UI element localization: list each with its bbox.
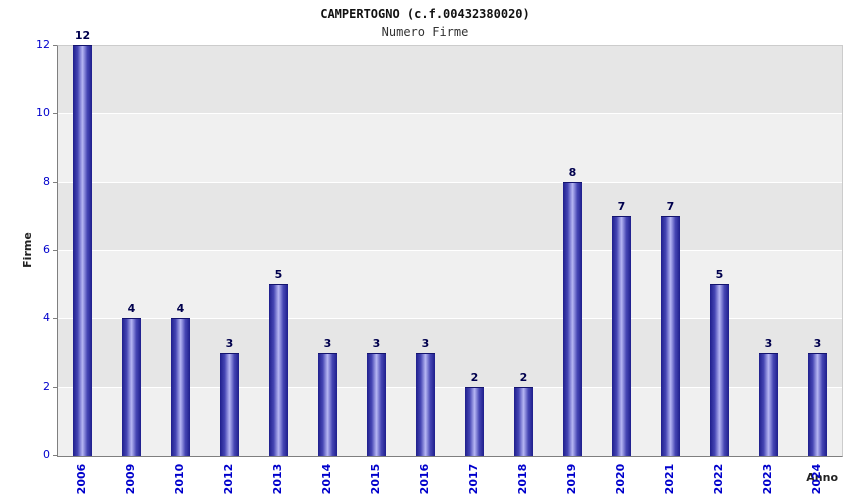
bar: [808, 352, 827, 456]
bar-value-label: 4: [176, 302, 185, 316]
bar: [465, 386, 484, 456]
x-axis-label: Anno: [806, 471, 838, 484]
plot-band: [58, 182, 842, 251]
plot-band: [58, 46, 842, 115]
y-tick-mark: [53, 250, 57, 251]
chart-subtitle: Numero Firme: [381, 25, 469, 39]
y-tick-mark: [53, 455, 57, 456]
bar: [563, 181, 582, 456]
gridline: [58, 181, 842, 183]
y-tick-label: 8: [43, 174, 50, 188]
bar: [318, 352, 337, 456]
bar-value-label: 3: [323, 336, 332, 350]
x-tick-label: 2010: [172, 463, 186, 495]
y-tick-label: 4: [43, 311, 50, 325]
x-tick-label: 2023: [760, 463, 774, 495]
bar-value-label: 3: [225, 336, 234, 350]
x-tick-label: 2006: [74, 463, 88, 495]
y-tick-mark: [53, 386, 57, 388]
plot-area: 12 4 4 3 5 3 3 3 2 2 8 7 7 5 3 3: [57, 29, 843, 457]
y-tick-mark: [53, 318, 57, 320]
bar: [759, 352, 778, 456]
bar-value-label: 7: [666, 199, 675, 213]
x-tick-label: 2020: [613, 463, 627, 495]
bar-value-label: 3: [372, 336, 381, 350]
bar: [367, 352, 386, 456]
bar-value-label: 2: [470, 370, 479, 384]
bar-value-label: 3: [813, 336, 822, 350]
bar: [661, 215, 680, 456]
y-tick-mark: [53, 181, 57, 183]
x-tick-label: 2021: [662, 463, 676, 495]
bar-value-label: 7: [617, 199, 626, 213]
x-tick-label: 2016: [417, 463, 431, 495]
bar: [171, 318, 190, 456]
y-tick-label: 10: [36, 106, 50, 120]
bar: [73, 45, 92, 456]
y-tick-label: 6: [43, 243, 50, 256]
x-tick-label: 2022: [711, 463, 725, 495]
gridline: [58, 318, 842, 320]
bar-value-label: 3: [421, 336, 430, 350]
x-tick-label: 2012: [221, 463, 235, 495]
bar-value-label: 3: [764, 336, 773, 350]
bar-value-label: 2: [519, 370, 528, 384]
bar-value-label: 4: [127, 302, 136, 316]
y-tick-label: 12: [36, 38, 50, 51]
y-tick-label: 0: [43, 448, 50, 461]
x-tick-label: 2017: [466, 463, 480, 495]
bar: [416, 352, 435, 456]
x-tick-label: 2015: [368, 463, 382, 495]
bar-value-label: 12: [74, 29, 91, 42]
bar-value-label: 5: [274, 268, 283, 282]
x-tick-label: 2013: [270, 463, 284, 495]
bar: [612, 215, 631, 456]
x-tick-label: 2009: [123, 463, 137, 495]
chart-title: CAMPERTOGNO (c.f.00432380020): [320, 7, 530, 21]
bar-value-label: 5: [715, 268, 724, 282]
gridline: [58, 386, 842, 388]
x-tick-label: 2014: [319, 463, 333, 495]
plot-band: [58, 114, 842, 183]
bar-value-label: 8: [568, 165, 577, 179]
bar: [269, 284, 288, 456]
gridline: [58, 113, 842, 115]
y-tick-label: 2: [43, 379, 50, 393]
bar: [514, 386, 533, 456]
x-tick-label: 2019: [564, 463, 578, 495]
x-tick-label: 2018: [515, 463, 529, 495]
y-tick-mark: [53, 113, 57, 115]
bar: [122, 318, 141, 456]
gridline: [58, 250, 842, 251]
x-tick-label: 2024: [809, 463, 823, 495]
y-tick-mark: [53, 45, 57, 46]
bar: [220, 352, 239, 456]
bar: [710, 284, 729, 456]
